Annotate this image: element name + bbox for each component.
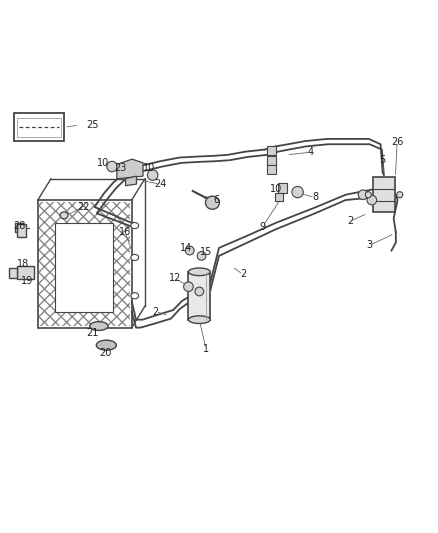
Text: 10: 10: [143, 163, 155, 173]
Text: 14: 14: [180, 243, 192, 253]
Ellipse shape: [188, 268, 210, 276]
Text: 25: 25: [86, 120, 99, 130]
Ellipse shape: [60, 212, 68, 219]
Ellipse shape: [148, 170, 158, 180]
Text: 2: 2: [240, 270, 246, 279]
Bar: [55, 223, 113, 312]
Bar: [267, 146, 276, 155]
Text: 24: 24: [154, 179, 166, 189]
Text: 26: 26: [391, 136, 403, 147]
Bar: [373, 177, 396, 212]
Text: 19: 19: [21, 277, 33, 286]
Text: 18: 18: [17, 259, 29, 269]
Ellipse shape: [131, 293, 139, 299]
Text: 28: 28: [13, 221, 25, 231]
Ellipse shape: [90, 322, 108, 330]
Text: 9: 9: [260, 222, 266, 232]
Bar: [39, 201, 131, 326]
Bar: [188, 272, 210, 320]
Ellipse shape: [131, 254, 139, 261]
Text: 4: 4: [307, 147, 314, 157]
Bar: [10, 268, 17, 278]
Text: 5: 5: [380, 155, 386, 165]
Bar: [17, 266, 34, 279]
Ellipse shape: [96, 340, 117, 350]
Bar: [278, 183, 287, 192]
Bar: [38, 200, 132, 328]
Text: 20: 20: [99, 348, 112, 358]
Ellipse shape: [188, 316, 210, 324]
Text: 21: 21: [86, 328, 99, 338]
Ellipse shape: [107, 161, 117, 172]
Text: 10: 10: [270, 184, 282, 195]
Ellipse shape: [358, 190, 368, 199]
Text: 23: 23: [115, 163, 127, 173]
Ellipse shape: [292, 187, 303, 198]
Text: 10: 10: [97, 158, 110, 168]
Text: 6: 6: [214, 195, 220, 205]
Text: 1: 1: [203, 344, 209, 354]
Ellipse shape: [397, 192, 403, 198]
Bar: [17, 118, 60, 137]
Bar: [267, 165, 276, 174]
Text: 15: 15: [200, 247, 212, 257]
Ellipse shape: [197, 252, 206, 260]
Text: 2: 2: [347, 216, 353, 227]
Ellipse shape: [185, 246, 194, 255]
Ellipse shape: [367, 195, 377, 205]
Polygon shape: [117, 159, 143, 179]
Ellipse shape: [195, 287, 204, 296]
Text: 22: 22: [78, 202, 90, 212]
Bar: [267, 156, 276, 165]
Ellipse shape: [205, 196, 219, 209]
Text: 12: 12: [169, 273, 181, 283]
Text: 2: 2: [152, 306, 159, 317]
Ellipse shape: [184, 282, 193, 292]
Bar: [276, 193, 283, 201]
Ellipse shape: [131, 222, 139, 229]
Text: 8: 8: [312, 192, 318, 203]
Text: 3: 3: [367, 240, 373, 250]
Bar: [14, 223, 22, 232]
Polygon shape: [126, 176, 137, 185]
Text: 16: 16: [119, 227, 131, 237]
Ellipse shape: [365, 192, 371, 198]
Bar: [14, 114, 64, 141]
Bar: [17, 224, 26, 237]
